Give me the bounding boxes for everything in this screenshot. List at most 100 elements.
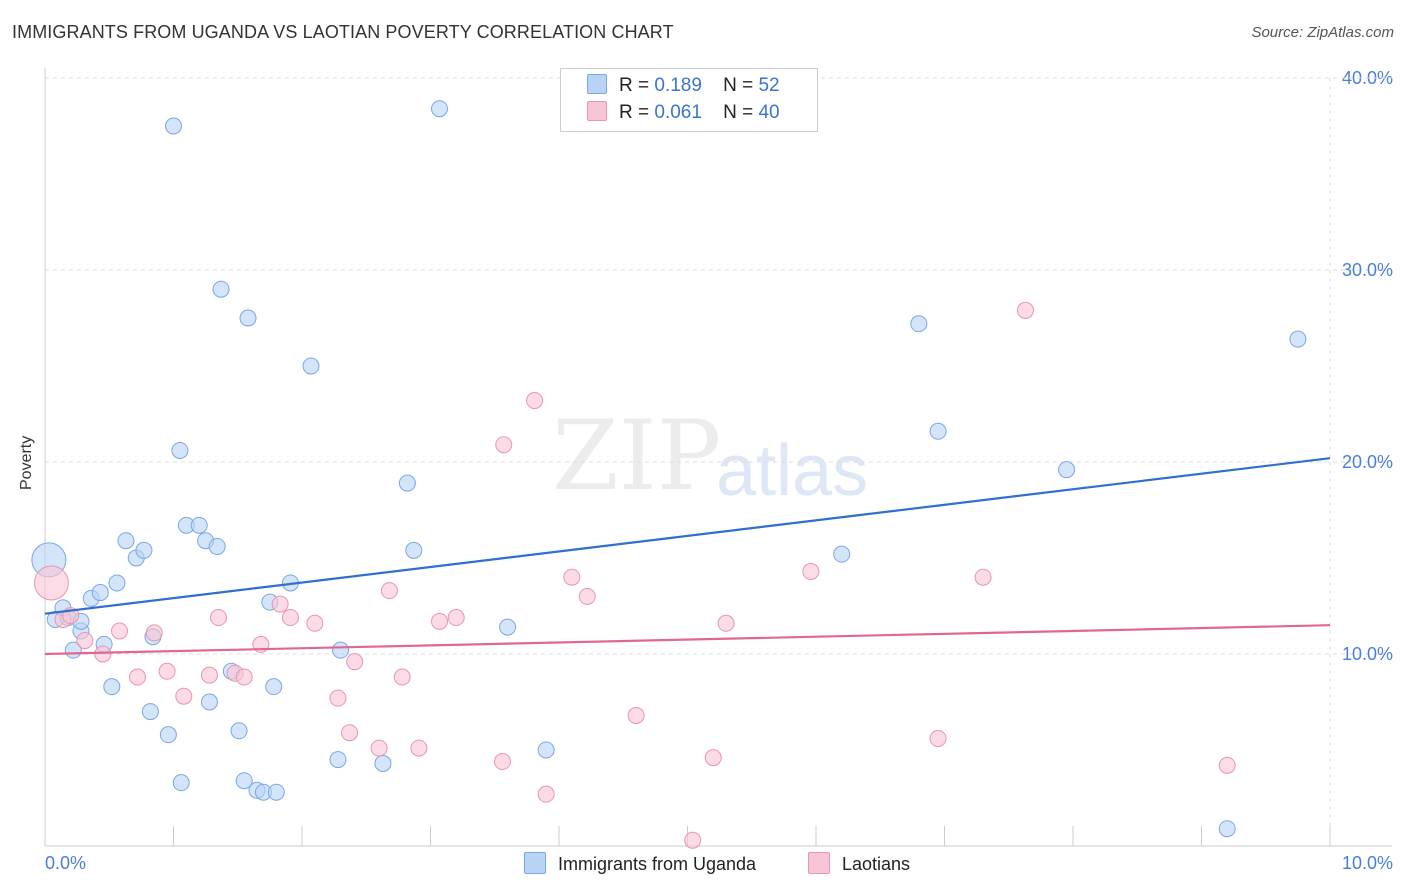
point-uganda <box>108 574 126 592</box>
point-uganda <box>430 100 448 118</box>
x-tick-label: 10.0% <box>1342 853 1393 873</box>
legend-n-label: N = <box>723 102 754 123</box>
point-uganda <box>212 280 230 298</box>
point-uganda <box>929 422 947 440</box>
point-uganda <box>265 678 283 696</box>
point-uganda <box>405 541 423 559</box>
point-laotians <box>271 595 289 613</box>
point-laotians <box>158 662 176 680</box>
legend-swatch-uganda <box>587 74 607 94</box>
point-uganda <box>172 774 190 792</box>
point-laotians <box>380 582 398 600</box>
point-uganda <box>117 532 135 550</box>
trendline-uganda <box>44 457 1331 615</box>
point-uganda <box>499 618 517 636</box>
bottom-legend-laotians-label: Laotians <box>842 854 911 874</box>
point-laotians <box>563 568 581 586</box>
point-laotians <box>430 612 448 630</box>
legend-n-value: 52 <box>758 75 780 96</box>
point-uganda <box>267 783 285 801</box>
point-laotians <box>447 609 465 627</box>
point-laotians <box>370 739 388 757</box>
point-uganda <box>235 772 253 790</box>
point-laotians <box>341 724 359 742</box>
legend-r-value: 0.189 <box>654 75 702 96</box>
legend-n-value: 40 <box>758 102 780 123</box>
point-laotians <box>94 645 112 663</box>
bottom-legend-laotians: Laotians <box>808 852 910 875</box>
point-laotians <box>974 568 992 586</box>
point-laotians <box>537 785 555 803</box>
point-uganda <box>165 117 182 135</box>
point-laotians <box>209 609 227 627</box>
point-uganda <box>190 516 208 534</box>
point-uganda <box>135 541 153 559</box>
point-laotians <box>393 668 411 686</box>
point-uganda <box>141 703 159 721</box>
point-laotians <box>627 706 645 724</box>
point-uganda <box>1058 461 1076 479</box>
point-uganda <box>230 722 248 740</box>
point-uganda <box>159 726 177 744</box>
legend-row-uganda: R = 0.189 N = 52 <box>587 74 780 98</box>
point-uganda <box>302 357 320 375</box>
legend-r-value: 0.061 <box>654 102 702 123</box>
point-laotians <box>33 565 69 601</box>
y-tick-label: 10.0% <box>1342 644 1393 664</box>
x-tick-label: 0.0% <box>45 853 86 873</box>
point-laotians <box>76 632 94 650</box>
point-laotians <box>145 624 163 642</box>
point-laotians <box>526 392 544 410</box>
point-laotians <box>578 587 596 605</box>
y-tick-label: 30.0% <box>1342 260 1393 280</box>
point-uganda <box>329 751 347 769</box>
point-laotians <box>684 831 702 849</box>
point-laotians <box>802 562 820 580</box>
legend-row-laotians: R = 0.061 N = 40 <box>587 101 780 125</box>
point-uganda <box>239 309 257 327</box>
legend-swatch-laotians <box>587 101 607 121</box>
point-laotians <box>346 653 364 671</box>
point-uganda <box>332 641 350 659</box>
bottom-legend-uganda: Immigrants from Uganda <box>524 852 756 875</box>
point-laotians <box>281 609 299 627</box>
point-uganda <box>537 741 555 759</box>
bottom-legend-uganda-label: Immigrants from Uganda <box>558 854 757 874</box>
trendline-laotians <box>44 624 1331 656</box>
bottom-swatch-uganda <box>524 852 546 874</box>
chart-title: IMMIGRANTS FROM UGANDA VS LAOTIAN POVERT… <box>12 22 674 42</box>
point-uganda <box>910 315 928 333</box>
point-uganda <box>171 441 189 459</box>
point-laotians <box>111 622 129 640</box>
legend-r-label: R = <box>619 102 650 123</box>
bottom-swatch-laotians <box>808 852 830 874</box>
point-uganda <box>200 693 218 711</box>
watermark-atlas: atlas <box>716 431 869 511</box>
point-uganda <box>374 754 392 772</box>
point-laotians <box>1016 301 1034 319</box>
point-laotians <box>129 668 147 686</box>
point-laotians <box>175 687 193 705</box>
point-laotians <box>410 739 428 757</box>
point-laotians <box>1218 756 1236 774</box>
legend-r-label: R = <box>619 75 650 96</box>
watermark-zip: ZIP <box>552 400 722 512</box>
correlation-legend: R = 0.189 N = 52 R = 0.061 N = 40 <box>560 68 818 132</box>
legend-n-label: N = <box>723 75 754 96</box>
point-laotians <box>200 666 218 684</box>
point-uganda <box>1289 330 1307 348</box>
point-laotians <box>717 614 735 632</box>
point-laotians <box>495 436 513 454</box>
point-uganda <box>103 678 121 696</box>
point-uganda <box>833 545 851 563</box>
y-tick-label: 20.0% <box>1342 452 1393 472</box>
point-laotians <box>493 753 511 771</box>
point-laotians <box>235 668 253 686</box>
point-laotians <box>929 729 947 747</box>
source-credit: Source: ZipAtlas.com <box>1251 24 1394 41</box>
point-uganda <box>91 584 109 602</box>
point-uganda <box>398 474 416 492</box>
point-uganda <box>208 537 226 555</box>
point-laotians <box>329 689 347 707</box>
